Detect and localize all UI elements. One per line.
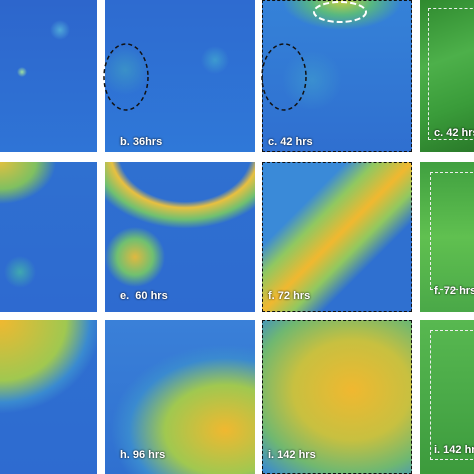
- dashed-ellipse: [261, 43, 307, 111]
- panel-label: h. 96 hrs: [120, 449, 166, 461]
- image-panel: [262, 162, 412, 312]
- image-panel: [262, 320, 412, 474]
- image-panel: [0, 162, 97, 312]
- panel-label: c. 42 hrs: [268, 136, 313, 148]
- panel-label: i. 142 hrs: [434, 444, 474, 456]
- panel-label: f. 72 hrs: [268, 290, 311, 302]
- image-panel: [0, 320, 97, 474]
- dashed-frame: [430, 172, 474, 290]
- image-panel: [420, 320, 474, 474]
- dashed-frame: [430, 330, 474, 460]
- image-panel: [0, 0, 97, 152]
- image-panel: [262, 0, 412, 152]
- dashed-ellipse: [103, 43, 149, 111]
- panel-label: c. 42 hrs: [434, 127, 474, 139]
- image-panel: [105, 0, 255, 152]
- image-panel: [105, 320, 255, 474]
- panel-label: f. 72 hrs: [434, 285, 474, 297]
- image-panel: [420, 162, 474, 312]
- dashed-frame: [262, 162, 412, 312]
- panel-label: i. 142 hrs: [268, 449, 316, 461]
- dashed-frame: [428, 8, 474, 140]
- panel-label: b. 36hrs: [120, 136, 163, 148]
- dashed-ellipse: [313, 1, 367, 23]
- panel-label: e. 60 hrs: [120, 290, 168, 302]
- image-panel: [105, 162, 255, 312]
- dashed-frame: [262, 0, 412, 152]
- image-panel: [420, 0, 474, 152]
